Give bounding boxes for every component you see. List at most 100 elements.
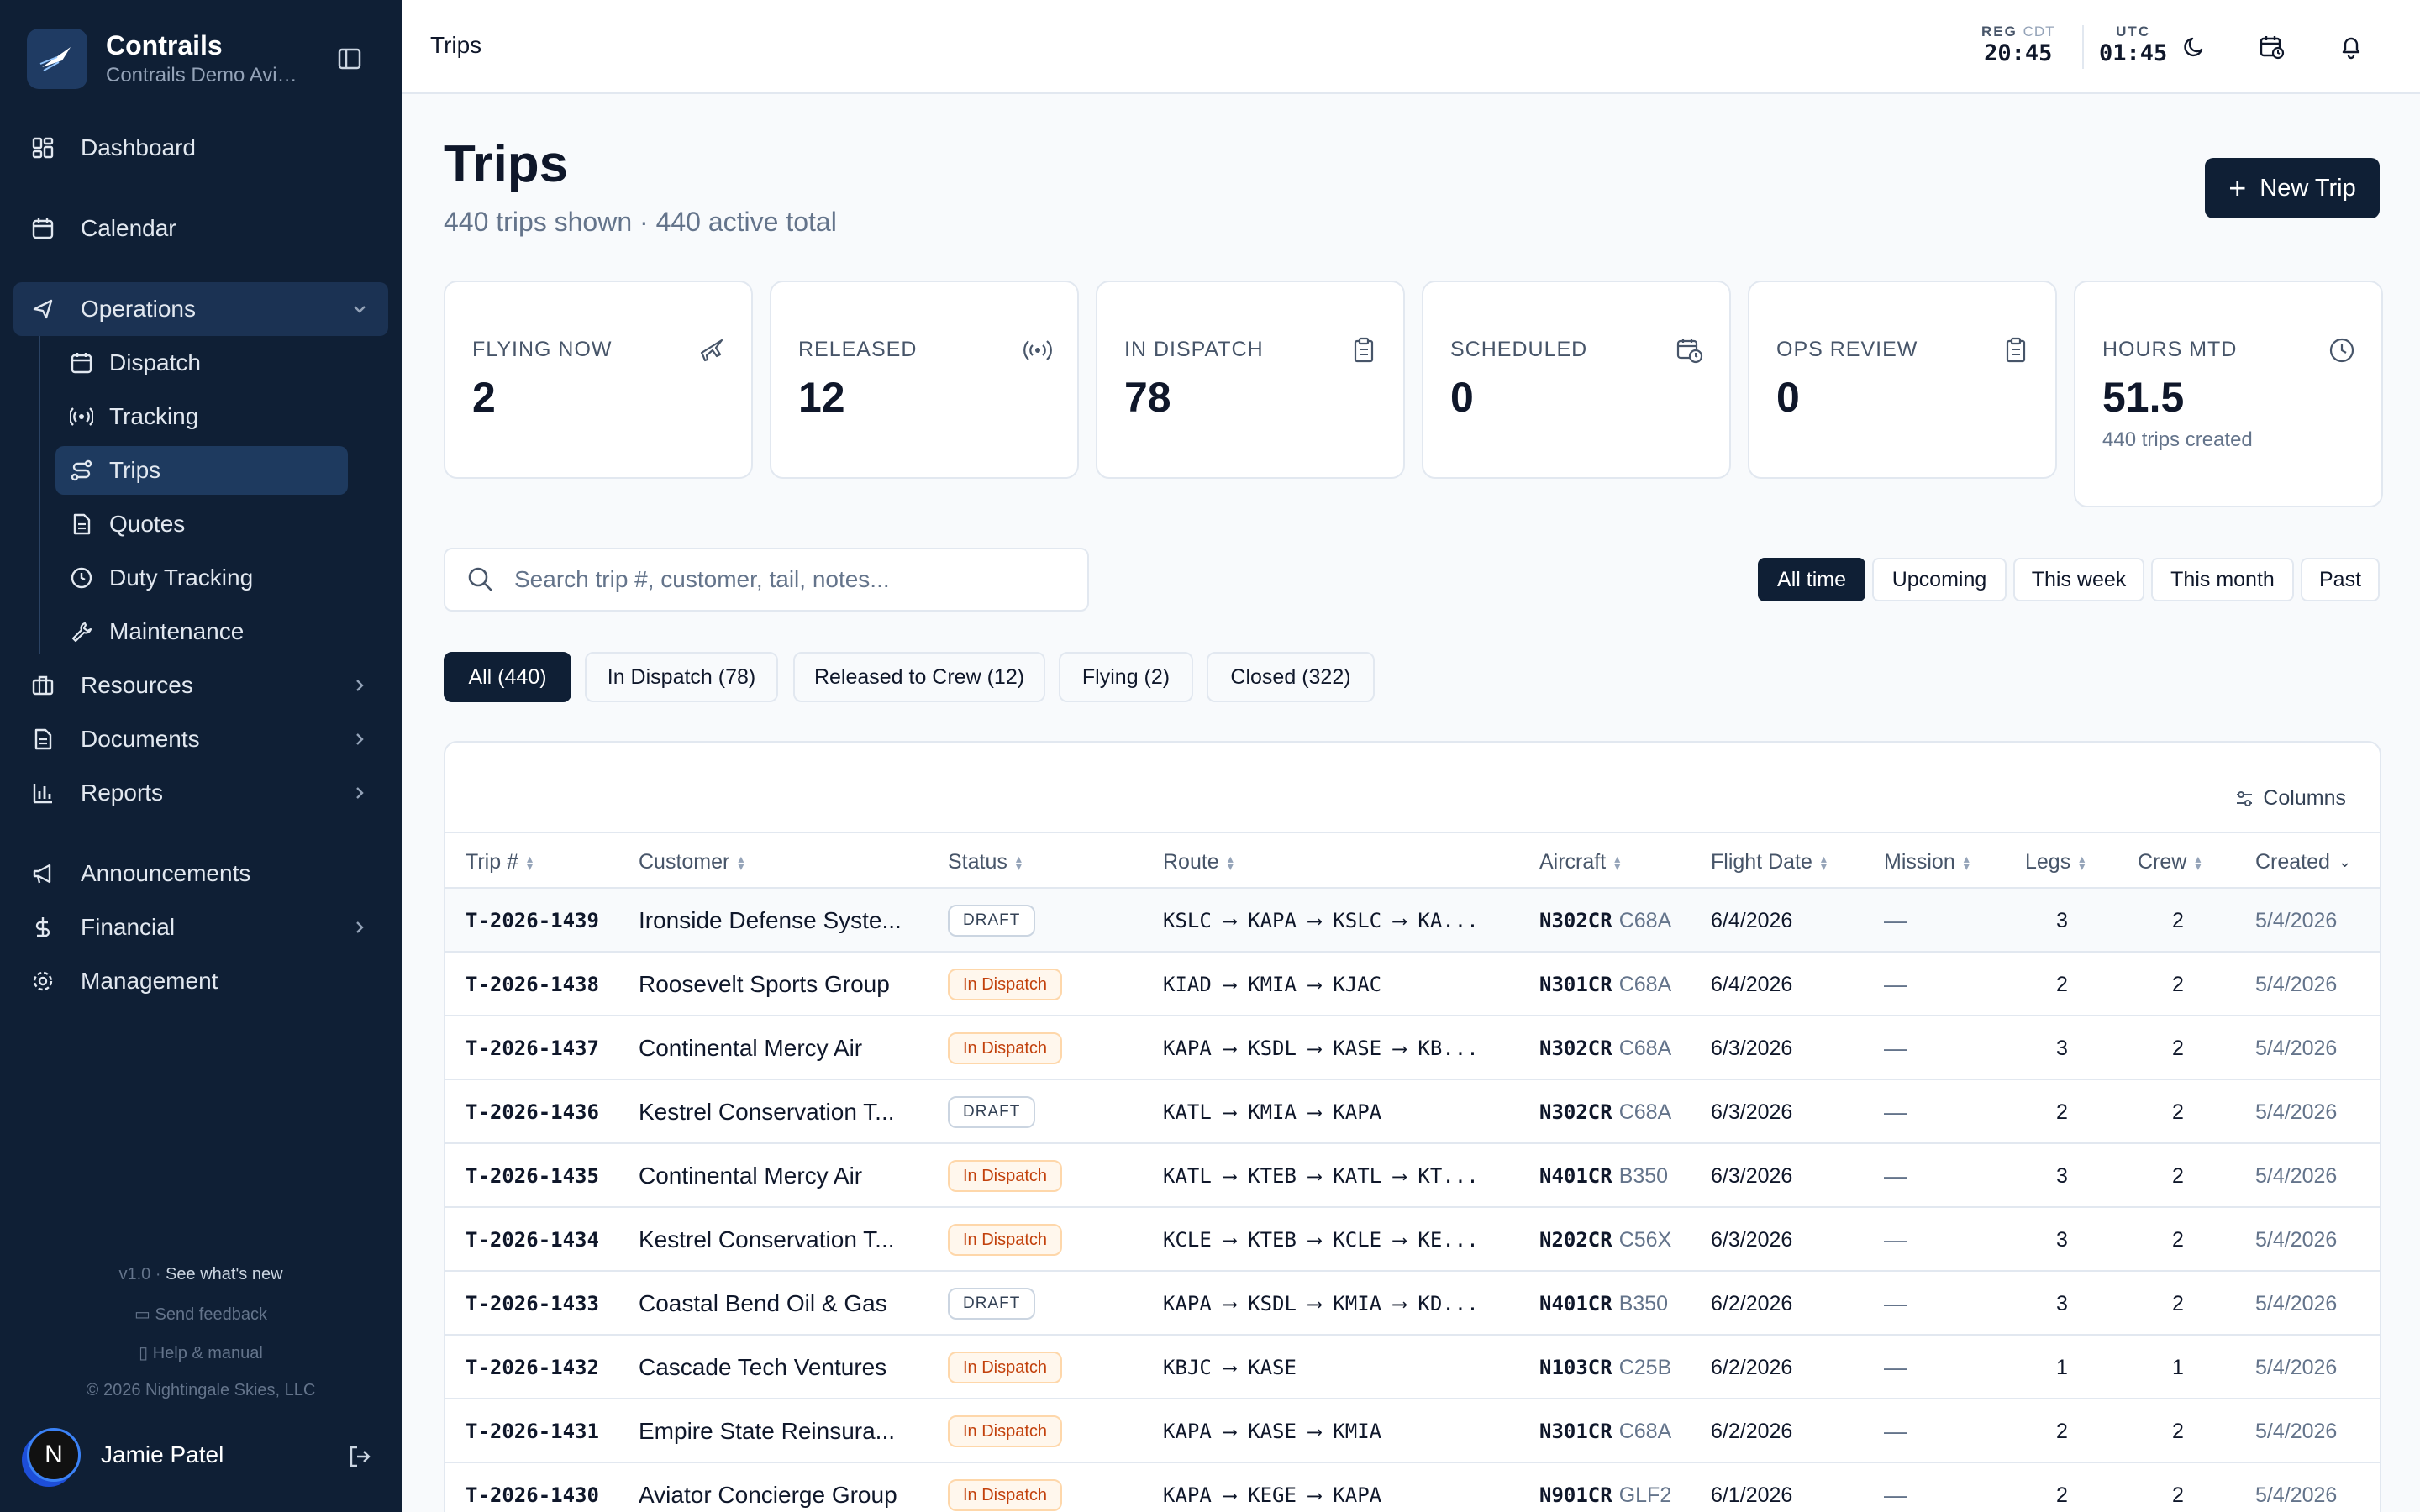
columns-button[interactable]: Columns [2234,786,2346,811]
column-header-legs[interactable]: Legs ▴ ▾ [2025,850,2089,874]
app-name: Contrails [106,30,223,60]
utc-label: UTC [2116,24,2151,39]
flight-date: 6/2/2026 [1711,1419,1793,1443]
legs-count: 2 [2056,1483,2068,1507]
table-row[interactable]: T-2026-1439 Ironside Defense Syste... DR… [445,889,2380,953]
sidebar-item-label: Operations [81,296,196,322]
reg-time: 20:45 [1984,40,2053,66]
sidebar-item-quotes[interactable]: Quotes [55,500,348,549]
column-header-flight-date[interactable]: Flight Date ▴ ▾ [1711,850,1831,874]
filter-upcoming[interactable]: Upcoming [1872,558,2007,601]
legs-count: 3 [2056,1227,2068,1252]
stat-card-flying-now[interactable]: FLYING NOW 2 [444,281,753,479]
column-header-crew[interactable]: Crew ▴ ▾ [2138,850,2205,874]
status-filter-all[interactable]: All (440) [444,652,571,702]
trip-number[interactable]: T-2026-1439 [466,909,599,932]
calendar-icon [67,349,96,377]
column-header-created[interactable]: Created ⌄ [2255,850,2351,874]
brand[interactable]: Contrails Contrails Demo Aviation [27,29,308,89]
stat-note: 440 trips created [2102,428,2253,451]
stat-card-in-dispatch[interactable]: IN DISPATCH 78 [1096,281,1405,479]
filter-past[interactable]: Past [2301,558,2380,601]
table-row[interactable]: T-2026-1430 Aviator Concierge Group In D… [445,1463,2380,1512]
filter-this-week[interactable]: This week [2013,558,2144,601]
clock-icon [67,564,96,592]
status-filter-closed[interactable]: Closed (322) [1207,652,1375,702]
search-placeholder: Search trip #, customer, tail, notes... [514,566,890,592]
sidebar-item-tracking[interactable]: Tracking [55,392,348,441]
stat-card-scheduled[interactable]: SCHEDULED 0 [1422,281,1731,479]
user-menu[interactable]: N Jamie Patel [27,1428,224,1482]
sidebar-item-label: Resources [81,672,193,698]
status-filter-released[interactable]: Released to Crew (12) [793,652,1045,702]
table-row[interactable]: T-2026-1431 Empire State Reinsura... In … [445,1399,2380,1463]
trip-number[interactable]: T-2026-1438 [466,973,599,996]
table-row[interactable]: T-2026-1436 Kestrel Conservation T... DR… [445,1080,2380,1144]
status-cell: In Dispatch [948,1144,1063,1208]
aircraft-cell: N302CR C68A [1539,889,1671,953]
trip-number[interactable]: T-2026-1432 [466,1356,599,1379]
column-header-trip[interactable]: Trip # ▴ ▾ [466,850,537,874]
column-header-status[interactable]: Status ▴ ▾ [948,850,1026,874]
search-input[interactable]: Search trip #, customer, tail, notes... [444,548,1089,612]
stat-card-ops-review[interactable]: OPS REVIEW 0 [1748,281,2057,479]
filter-this-month[interactable]: This month [2151,558,2294,601]
trip-number[interactable]: T-2026-1431 [466,1420,599,1443]
sidebar-item-reports[interactable]: Reports [13,766,388,820]
help-manual-link[interactable]: ▯ Help & manual [0,1342,402,1363]
column-header-route[interactable]: Route ▴ ▾ [1163,850,1238,874]
mission: — [1884,971,1907,997]
sidebar-item-trips[interactable]: Trips [55,446,348,495]
sidebar-item-resources[interactable]: Resources [13,659,388,712]
stat-card-hours-mtd[interactable]: HOURS MTD 51.5 440 trips created [2074,281,2383,507]
sidebar-item-financial[interactable]: Financial [13,900,388,954]
whats-new-link[interactable]: See what's new [166,1265,283,1284]
crew-count: 2 [2172,1419,2184,1443]
trip-number[interactable]: T-2026-1430 [466,1483,599,1507]
filter-all-time[interactable]: All time [1758,558,1865,601]
status-filter-flying[interactable]: Flying (2) [1059,652,1193,702]
legs-count: 3 [2056,1163,2068,1188]
stat-card-released[interactable]: RELEASED 12 [770,281,1079,479]
legs-count: 3 [2056,908,2068,932]
trip-number[interactable]: T-2026-1433 [466,1292,599,1315]
sidebar-item-calendar[interactable]: Calendar [13,202,388,255]
trip-number[interactable]: T-2026-1434 [466,1228,599,1252]
megaphone-icon [29,859,57,888]
feedback-label: Send feedback [155,1305,267,1324]
customer-name: Ironside Defense Syste... [639,907,902,933]
table-row[interactable]: T-2026-1435 Continental Mercy Air In Dis… [445,1144,2380,1208]
stat-value: 0 [1450,374,1474,421]
dark-mode-toggle-icon[interactable] [2180,32,2210,62]
trip-number[interactable]: T-2026-1437 [466,1037,599,1060]
sidebar-toggle-icon[interactable] [334,44,365,74]
table-row[interactable]: T-2026-1438 Roosevelt Sports Group In Di… [445,953,2380,1016]
table-row[interactable]: T-2026-1433 Coastal Bend Oil & Gas DRAFT… [445,1272,2380,1336]
table-row[interactable]: T-2026-1432 Cascade Tech Ventures In Dis… [445,1336,2380,1399]
logout-icon[interactable] [346,1443,375,1472]
sidebar-item-dashboard[interactable]: Dashboard [13,121,388,175]
column-header-customer[interactable]: Customer ▴ ▾ [639,850,748,874]
trip-number[interactable]: T-2026-1436 [466,1100,599,1124]
table-row[interactable]: T-2026-1437 Continental Mercy Air In Dis… [445,1016,2380,1080]
aircraft-cell: N202CR C56X [1539,1208,1671,1272]
bell-icon[interactable] [2336,32,2366,62]
sidebar-item-management[interactable]: Management [13,954,388,1008]
status-filter-in-dispatch[interactable]: In Dispatch (78) [585,652,778,702]
column-header-mission[interactable]: Mission ▴ ▾ [1884,850,1974,874]
sort-icon: ▴ ▾ [2079,851,2086,873]
new-trip-button[interactable]: + New Trip [2205,158,2380,218]
sidebar-item-announcements[interactable]: Announcements [13,847,388,900]
sidebar-item-documents[interactable]: Documents [13,712,388,766]
sidebar-item-duty-tracking[interactable]: Duty Tracking [55,554,348,602]
sidebar-item-dispatch[interactable]: Dispatch [55,339,348,387]
sidebar-item-operations[interactable]: Operations [13,282,388,336]
aircraft-type: GLF2 [1618,1483,1672,1507]
trip-number[interactable]: T-2026-1435 [466,1164,599,1188]
table-row[interactable]: T-2026-1434 Kestrel Conservation T... In… [445,1208,2380,1272]
column-header-aircraft[interactable]: Aircraft ▴ ▾ [1539,850,1624,874]
calendar-clock-icon[interactable] [2257,32,2287,62]
send-feedback-link[interactable]: ▭ Send feedback [0,1304,402,1325]
sidebar-item-maintenance[interactable]: Maintenance [55,607,348,656]
mission: — [1884,1163,1907,1189]
